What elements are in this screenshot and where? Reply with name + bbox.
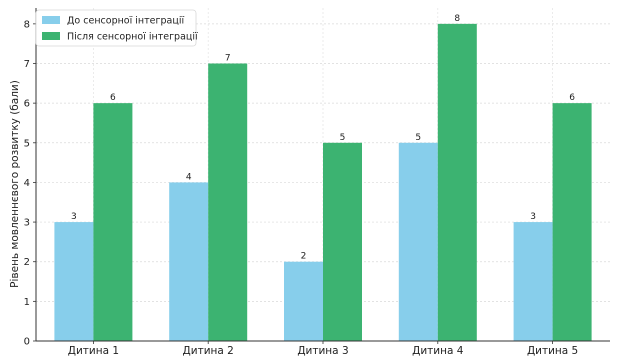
legend-swatch-before (42, 16, 60, 24)
bar-before (398, 142, 438, 341)
legend-box (35, 9, 197, 47)
bar-after (323, 142, 362, 341)
legend-label-before: До сенсорної інтеграції (67, 16, 184, 27)
legend: До сенсорної інтеграції Після сенсорної … (35, 9, 198, 47)
x-tick-labels: Дитина 1 Дитина 2 Дитина 3 Дитина 4 Дитина 5 (68, 341, 578, 356)
y-tick-label: 4 (24, 178, 30, 189)
legend-label-after: Після сенсорної інтеграції (67, 32, 198, 43)
bar-before (169, 182, 209, 341)
x-tick-label: Дитина 5 (527, 345, 578, 356)
y-tick-label: 3 (24, 218, 30, 229)
bar-label-after: 6 (569, 93, 575, 103)
y-tick-label: 6 (24, 99, 30, 110)
bar-before (513, 222, 553, 341)
bar-label-before: 2 (301, 252, 307, 262)
bar-label-before: 4 (186, 172, 192, 182)
x-tick-label: Дитина 3 (297, 345, 348, 356)
y-axis-title: Рівень мовленнєвого розвитку (бали) (9, 80, 21, 288)
bar-label-after: 8 (454, 14, 460, 24)
bar-label-before: 3 (530, 212, 536, 222)
y-tick-label: 2 (24, 257, 30, 268)
bar-before (284, 261, 323, 341)
bar-after (93, 103, 133, 342)
y-tick-label: 7 (24, 59, 30, 70)
bar-label-after: 5 (340, 133, 346, 143)
bar-after (437, 23, 477, 341)
bar-label-after: 7 (225, 54, 231, 64)
y-tick-label: 0 (24, 337, 30, 348)
y-tick-label: 1 (24, 297, 30, 308)
bars (54, 23, 592, 342)
bar-value-labels: 3 6 4 7 2 5 5 8 3 6 (71, 14, 575, 262)
x-tick-label: Дитина 4 (412, 345, 464, 356)
x-tick-label: Дитина 2 (183, 345, 234, 356)
bar-label-after: 6 (110, 93, 116, 103)
y-tick-label: 8 (24, 19, 30, 30)
bar-label-before: 3 (71, 212, 77, 222)
bar-after (208, 63, 248, 341)
bar-before (54, 222, 94, 341)
bar-label-before: 5 (415, 133, 421, 143)
y-tick-label: 5 (24, 138, 30, 149)
x-tick-label: Дитина 1 (68, 345, 119, 356)
bar-after (552, 103, 592, 342)
y-tick-labels: 0 1 2 3 4 5 6 7 8 (24, 19, 36, 348)
legend-swatch-after (42, 32, 60, 40)
